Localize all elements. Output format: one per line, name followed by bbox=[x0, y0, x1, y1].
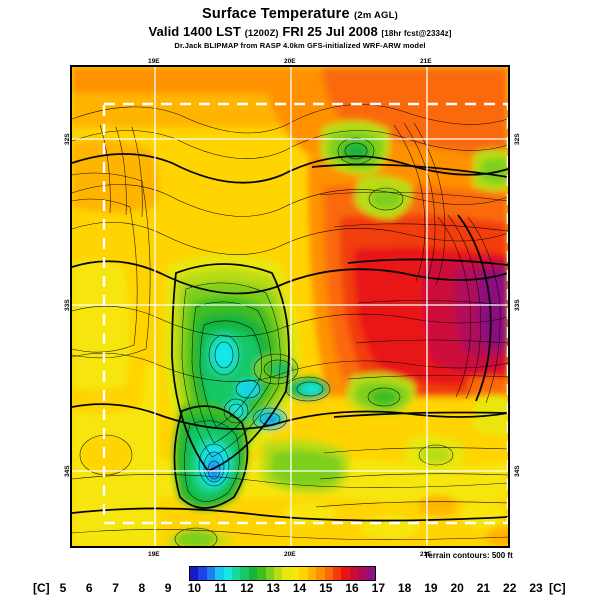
colorbar-swatch-18 bbox=[341, 567, 350, 580]
colorbar-tick-22: 22 bbox=[503, 581, 517, 595]
colorbar-tick-12: 12 bbox=[240, 581, 254, 595]
page-title-sup: (2m AGL) bbox=[354, 10, 398, 21]
lat-label-32s-right: 32S bbox=[514, 133, 521, 145]
colorbar-tick-9: 9 bbox=[164, 581, 172, 595]
page-title: Surface Temperature (2m AGL) bbox=[0, 6, 600, 22]
colorbar-swatch-11 bbox=[282, 567, 291, 580]
valid-time-line: Valid 1400 LST (1200Z) FRI 25 Jul 2008 [… bbox=[0, 24, 600, 39]
colorbar-tick-14: 14 bbox=[292, 581, 307, 595]
graticule bbox=[72, 67, 508, 546]
colorbar-tick-17: 17 bbox=[371, 581, 386, 595]
lat-label-33s: 33S bbox=[64, 299, 71, 311]
colorbar-tick-labels: 5 6 7 8 9 10 11 12 13 14 15 16 17 18 19 20 21 22 23 bbox=[0, 581, 600, 597]
lon-label-20e: 20E bbox=[284, 58, 296, 65]
lon-label-20e-bottom: 20E bbox=[284, 551, 296, 558]
colorbar-swatch-17 bbox=[332, 567, 342, 580]
colorbar-swatch-15 bbox=[316, 567, 325, 580]
colorbar-swatch-0 bbox=[190, 567, 199, 580]
lon-label-21e-bottom: 21E bbox=[420, 551, 432, 558]
lat-label-32s: 32S bbox=[64, 133, 71, 145]
terrain-contours-bold bbox=[72, 153, 508, 522]
valid-local-time: Valid 1400 LST bbox=[148, 24, 241, 39]
colorbar-swatch-7 bbox=[248, 567, 258, 580]
colorbar-swatch-14 bbox=[307, 567, 317, 580]
colorbar-legend: [C] 5 6 7 8 9 10 11 12 13 14 15 16 17 18 19 20 21 22 23 [C… bbox=[0, 566, 600, 598]
colorbar-swatch-13 bbox=[299, 567, 308, 580]
lat-label-34s-right: 34S bbox=[514, 465, 521, 477]
colorbar-tick-7: 7 bbox=[112, 581, 119, 595]
colorbar-swatch-19 bbox=[349, 567, 359, 580]
colorbar-swatch-10 bbox=[274, 567, 283, 580]
terrain-contour-note: Terrain contours: 500 ft bbox=[424, 551, 513, 560]
colorbar-swatch-12 bbox=[290, 567, 300, 580]
model-source-line: Dr.Jack BLIPMAP from RASP 4.0km GFS-init… bbox=[174, 41, 426, 50]
colorbar-swatch-4 bbox=[223, 567, 233, 580]
map-panel[interactable]: 19E 20E 21E 19E 20E 21E 32S 33S 34S 32S … bbox=[64, 58, 521, 558]
temperature-field bbox=[72, 67, 508, 546]
colorbar-swatch-1 bbox=[198, 567, 207, 580]
colorbar-tick-6: 6 bbox=[85, 581, 93, 595]
colorbar-tick-13: 13 bbox=[266, 581, 280, 595]
colorbar-tick-23: 23 bbox=[529, 581, 543, 595]
valid-utc-time: (1200Z) bbox=[244, 28, 279, 39]
colorbar-tick-16: 16 bbox=[345, 581, 359, 595]
colorbar-unit-left: [C] bbox=[33, 581, 50, 595]
lat-label-33s-right: 33S bbox=[514, 299, 521, 311]
valid-date: FRI 25 Jul 2008 bbox=[282, 24, 378, 39]
forecast-tag: [18hr fcst@2334z] bbox=[381, 29, 452, 38]
colorbar-unit-right: [C] bbox=[549, 581, 566, 595]
lon-label-19e: 19E bbox=[148, 58, 160, 65]
colorbar-swatch-2 bbox=[206, 567, 216, 580]
colorbar-tick-21: 21 bbox=[476, 581, 491, 595]
colorbar-swatch-8 bbox=[257, 567, 266, 580]
colorbar-tick-20: 20 bbox=[450, 581, 464, 595]
lon-label-21e: 21E bbox=[420, 58, 432, 65]
colorbar-tick-5: 5 bbox=[59, 581, 67, 595]
colorbar-tick-8: 8 bbox=[138, 581, 146, 595]
colorbar-swatches bbox=[189, 566, 376, 581]
colorbar-swatch-21 bbox=[366, 567, 375, 580]
colorbar-tick-18: 18 bbox=[397, 581, 412, 595]
lon-label-19e-bottom: 19E bbox=[148, 551, 160, 558]
colorbar-tick-11: 11 bbox=[214, 581, 227, 595]
colorbar-swatch-20 bbox=[358, 567, 367, 580]
colorbar-swatch-16 bbox=[324, 567, 333, 580]
colorbar-tick-19: 19 bbox=[424, 581, 438, 595]
colorbar-tick-10: 10 bbox=[187, 581, 202, 595]
colorbar-swatch-9 bbox=[265, 567, 275, 580]
title-block: Surface Temperature (2m AGL) Valid 1400 … bbox=[0, 6, 600, 50]
page-title-main: Surface Temperature bbox=[201, 6, 350, 22]
colorbar-tick-15: 15 bbox=[319, 581, 333, 595]
colorbar-swatch-5 bbox=[232, 567, 241, 580]
lat-label-34s: 34S bbox=[64, 465, 71, 477]
colorbar-swatch-3 bbox=[215, 567, 224, 580]
colorbar-swatch-6 bbox=[240, 567, 249, 580]
